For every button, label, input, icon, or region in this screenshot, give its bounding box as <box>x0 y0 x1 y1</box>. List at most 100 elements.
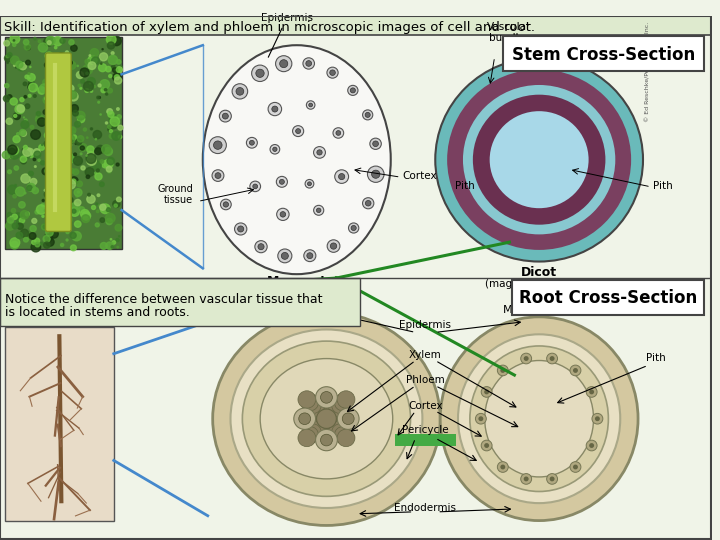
Circle shape <box>73 113 75 115</box>
Circle shape <box>35 242 40 247</box>
Ellipse shape <box>243 341 410 496</box>
Circle shape <box>222 113 228 119</box>
Circle shape <box>50 230 58 238</box>
Circle shape <box>91 206 96 210</box>
Circle shape <box>99 182 104 186</box>
Circle shape <box>246 137 257 148</box>
Text: Pith: Pith <box>646 353 666 362</box>
Circle shape <box>6 222 14 230</box>
Circle shape <box>108 89 112 93</box>
Circle shape <box>249 140 254 145</box>
Circle shape <box>43 224 48 229</box>
Circle shape <box>45 52 53 60</box>
Circle shape <box>16 232 22 239</box>
Circle shape <box>45 97 48 100</box>
Circle shape <box>53 212 58 217</box>
Circle shape <box>342 413 354 424</box>
Circle shape <box>107 92 108 93</box>
Circle shape <box>108 127 112 131</box>
Circle shape <box>66 75 69 79</box>
Circle shape <box>327 240 340 252</box>
Circle shape <box>16 61 23 68</box>
Circle shape <box>521 353 531 364</box>
Circle shape <box>85 167 94 177</box>
Circle shape <box>307 101 315 109</box>
Circle shape <box>48 136 54 142</box>
Circle shape <box>90 90 93 92</box>
Circle shape <box>292 126 304 137</box>
FancyBboxPatch shape <box>5 327 114 521</box>
Circle shape <box>42 199 45 201</box>
Circle shape <box>73 169 78 175</box>
Circle shape <box>255 241 267 253</box>
Circle shape <box>65 210 68 213</box>
Circle shape <box>96 203 98 205</box>
Circle shape <box>29 171 33 176</box>
Circle shape <box>20 156 27 163</box>
Circle shape <box>573 368 578 373</box>
Circle shape <box>72 232 81 241</box>
Circle shape <box>7 53 12 57</box>
FancyBboxPatch shape <box>395 434 456 446</box>
Circle shape <box>320 413 338 430</box>
Circle shape <box>107 166 112 172</box>
Circle shape <box>63 134 71 143</box>
Circle shape <box>20 229 29 237</box>
Circle shape <box>7 94 12 99</box>
Circle shape <box>70 177 78 185</box>
Circle shape <box>8 185 17 194</box>
Circle shape <box>29 153 33 158</box>
Text: Xylem: Xylem <box>409 349 442 360</box>
Circle shape <box>47 165 55 173</box>
Circle shape <box>76 111 85 120</box>
Circle shape <box>15 185 17 186</box>
Circle shape <box>97 96 99 99</box>
Circle shape <box>475 414 486 424</box>
Circle shape <box>105 122 107 124</box>
Circle shape <box>27 148 34 156</box>
Circle shape <box>10 238 19 247</box>
Circle shape <box>549 356 554 361</box>
Circle shape <box>107 35 116 44</box>
Circle shape <box>19 130 26 136</box>
Circle shape <box>38 43 48 52</box>
Circle shape <box>91 128 93 130</box>
Circle shape <box>89 83 91 84</box>
Circle shape <box>65 73 68 76</box>
Circle shape <box>592 414 603 424</box>
Text: Epidermis: Epidermis <box>261 13 313 57</box>
Circle shape <box>14 166 19 170</box>
Circle shape <box>10 98 17 105</box>
Circle shape <box>50 184 53 186</box>
Circle shape <box>117 59 121 64</box>
Circle shape <box>363 198 374 209</box>
Circle shape <box>61 118 65 122</box>
Circle shape <box>107 125 111 129</box>
Circle shape <box>17 219 23 225</box>
Circle shape <box>44 37 53 46</box>
Circle shape <box>330 243 337 249</box>
Circle shape <box>109 75 112 78</box>
Circle shape <box>81 166 85 170</box>
Circle shape <box>68 152 71 155</box>
Circle shape <box>111 52 114 55</box>
Circle shape <box>60 244 63 246</box>
Circle shape <box>26 60 30 65</box>
Circle shape <box>586 387 597 397</box>
Circle shape <box>95 223 99 227</box>
Circle shape <box>107 157 114 165</box>
Circle shape <box>586 440 597 451</box>
Circle shape <box>309 402 327 419</box>
Ellipse shape <box>203 45 391 274</box>
Circle shape <box>65 153 74 163</box>
Circle shape <box>76 181 82 187</box>
Circle shape <box>24 39 29 45</box>
Circle shape <box>106 93 108 95</box>
Circle shape <box>51 200 58 206</box>
Circle shape <box>12 43 16 46</box>
Circle shape <box>104 89 107 91</box>
Circle shape <box>112 132 121 140</box>
Circle shape <box>39 145 45 150</box>
Circle shape <box>87 151 94 158</box>
Circle shape <box>9 147 15 153</box>
